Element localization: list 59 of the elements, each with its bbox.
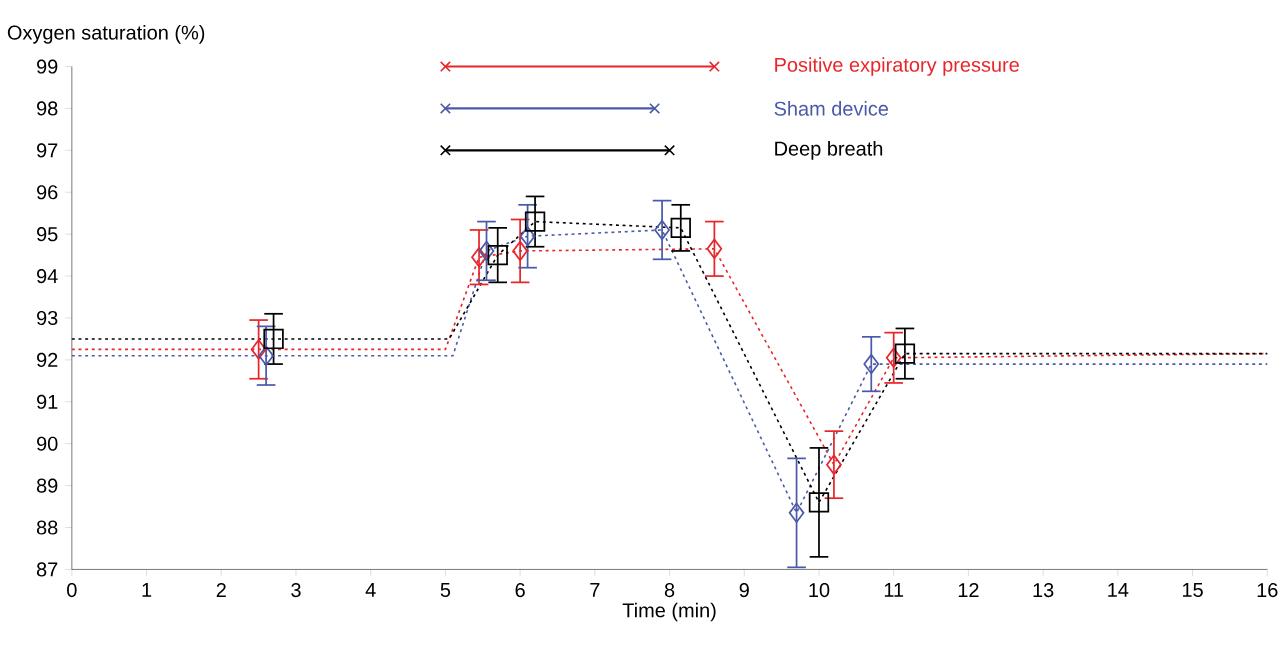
- point: [826, 454, 842, 476]
- x-tick-label: 6: [515, 583, 525, 598]
- point: [670, 217, 691, 239]
- y-tick-label: 96: [37, 185, 58, 200]
- y-tick-label: 99: [37, 59, 58, 74]
- x-tick-label: 16: [1257, 583, 1278, 598]
- point: [519, 226, 536, 247]
- x-tick-label: 5: [440, 583, 451, 598]
- point: [258, 345, 274, 367]
- x-tick-label: 11: [884, 583, 904, 597]
- point: [439, 61, 451, 73]
- y-tick-label: 94: [37, 269, 58, 284]
- x-tick-label: 4: [365, 583, 376, 597]
- x-tick-label: 0: [67, 583, 77, 598]
- point: [808, 492, 830, 513]
- y-tick-label: 91: [37, 394, 58, 410]
- text: Sham device: [774, 101, 889, 116]
- text: Positive expiratory pressure: [775, 57, 1019, 77]
- y-tick-label: 89: [36, 478, 58, 493]
- x-axis-title: Time (min): [622, 602, 716, 622]
- x-tick-label: 7: [590, 583, 600, 597]
- point: [863, 354, 880, 375]
- y-tick-label: 90: [37, 436, 58, 451]
- point: [439, 145, 451, 157]
- point: [471, 247, 487, 268]
- text: Deep breath: [775, 141, 883, 160]
- x-tick-label: 13: [1033, 583, 1054, 598]
- y-tick-label: 95: [37, 227, 58, 242]
- point: [894, 343, 916, 364]
- point: [439, 103, 451, 115]
- point: [664, 145, 676, 157]
- point: [263, 328, 284, 350]
- point: [649, 103, 661, 115]
- x-tick-label: 12: [958, 583, 979, 598]
- y-tick-label: 97: [37, 143, 58, 158]
- y-tick-label: 87: [36, 562, 58, 577]
- point: [512, 240, 528, 262]
- y-tick-label: 88: [36, 520, 58, 535]
- x-tick-label: 8: [664, 583, 675, 598]
- point: [478, 240, 495, 262]
- y-tick-label: 92: [37, 353, 58, 368]
- point: [788, 502, 805, 524]
- x-tick-label: 14: [1108, 583, 1129, 597]
- point: [654, 219, 670, 241]
- point: [708, 61, 720, 73]
- y-tick-label: 93: [37, 311, 58, 326]
- point: [250, 339, 267, 360]
- x-tick-label: 3: [291, 583, 301, 598]
- point: [885, 347, 902, 369]
- x-tick-label: 1: [142, 583, 152, 597]
- y-axis-title: Oxygen saturation (%): [7, 25, 205, 44]
- point: [706, 238, 723, 260]
- x-tick-label: 9: [739, 583, 749, 598]
- x-tick-label: 10: [809, 583, 830, 598]
- point: [524, 211, 546, 232]
- point: [487, 245, 508, 266]
- x-tick-label: 2: [216, 583, 226, 598]
- x-tick-label: 15: [1182, 583, 1203, 598]
- y-tick-label: 98: [37, 101, 58, 116]
